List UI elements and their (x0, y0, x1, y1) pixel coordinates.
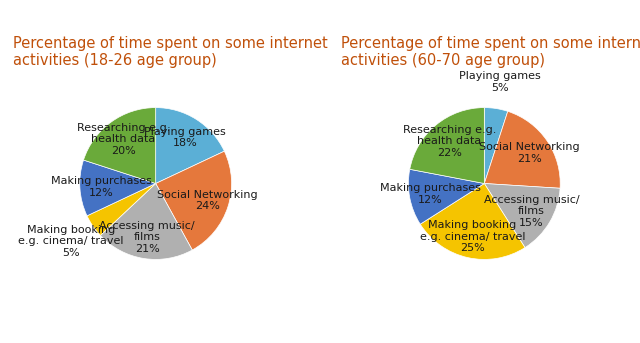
Wedge shape (410, 108, 484, 184)
Wedge shape (156, 151, 232, 250)
Text: Making booking
e.g. cinema/ travel
5%: Making booking e.g. cinema/ travel 5% (18, 225, 124, 258)
Text: Making purchases
12%: Making purchases 12% (380, 183, 481, 204)
Wedge shape (484, 111, 560, 188)
Text: Social Networking
21%: Social Networking 21% (479, 142, 580, 164)
Text: Researching e.g.
health data
22%: Researching e.g. health data 22% (403, 125, 496, 158)
Text: Making booking
e.g. cinema/ travel
25%: Making booking e.g. cinema/ travel 25% (420, 220, 525, 253)
Text: Researching e.g.
health data
20%: Researching e.g. health data 20% (77, 123, 170, 156)
Wedge shape (80, 160, 156, 216)
Text: Percentage of time spent on some internet
activities (18-26 age group): Percentage of time spent on some interne… (13, 36, 328, 68)
Wedge shape (100, 184, 192, 259)
Wedge shape (87, 184, 156, 235)
Text: Playing games
18%: Playing games 18% (144, 127, 226, 148)
Wedge shape (408, 169, 484, 224)
Text: Percentage of time spent on some internet
activities (60-70 age group): Percentage of time spent on some interne… (341, 36, 640, 68)
Wedge shape (420, 184, 525, 259)
Text: Accessing music/
films
15%: Accessing music/ films 15% (484, 195, 579, 228)
Text: Making purchases
12%: Making purchases 12% (51, 176, 152, 198)
Wedge shape (484, 184, 560, 248)
Text: Accessing music/
films
21%: Accessing music/ films 21% (99, 221, 195, 254)
Wedge shape (83, 108, 156, 184)
Wedge shape (484, 108, 508, 184)
Text: Social Networking
24%: Social Networking 24% (157, 190, 258, 211)
Text: Playing games
5%: Playing games 5% (460, 71, 541, 93)
Wedge shape (156, 108, 225, 184)
